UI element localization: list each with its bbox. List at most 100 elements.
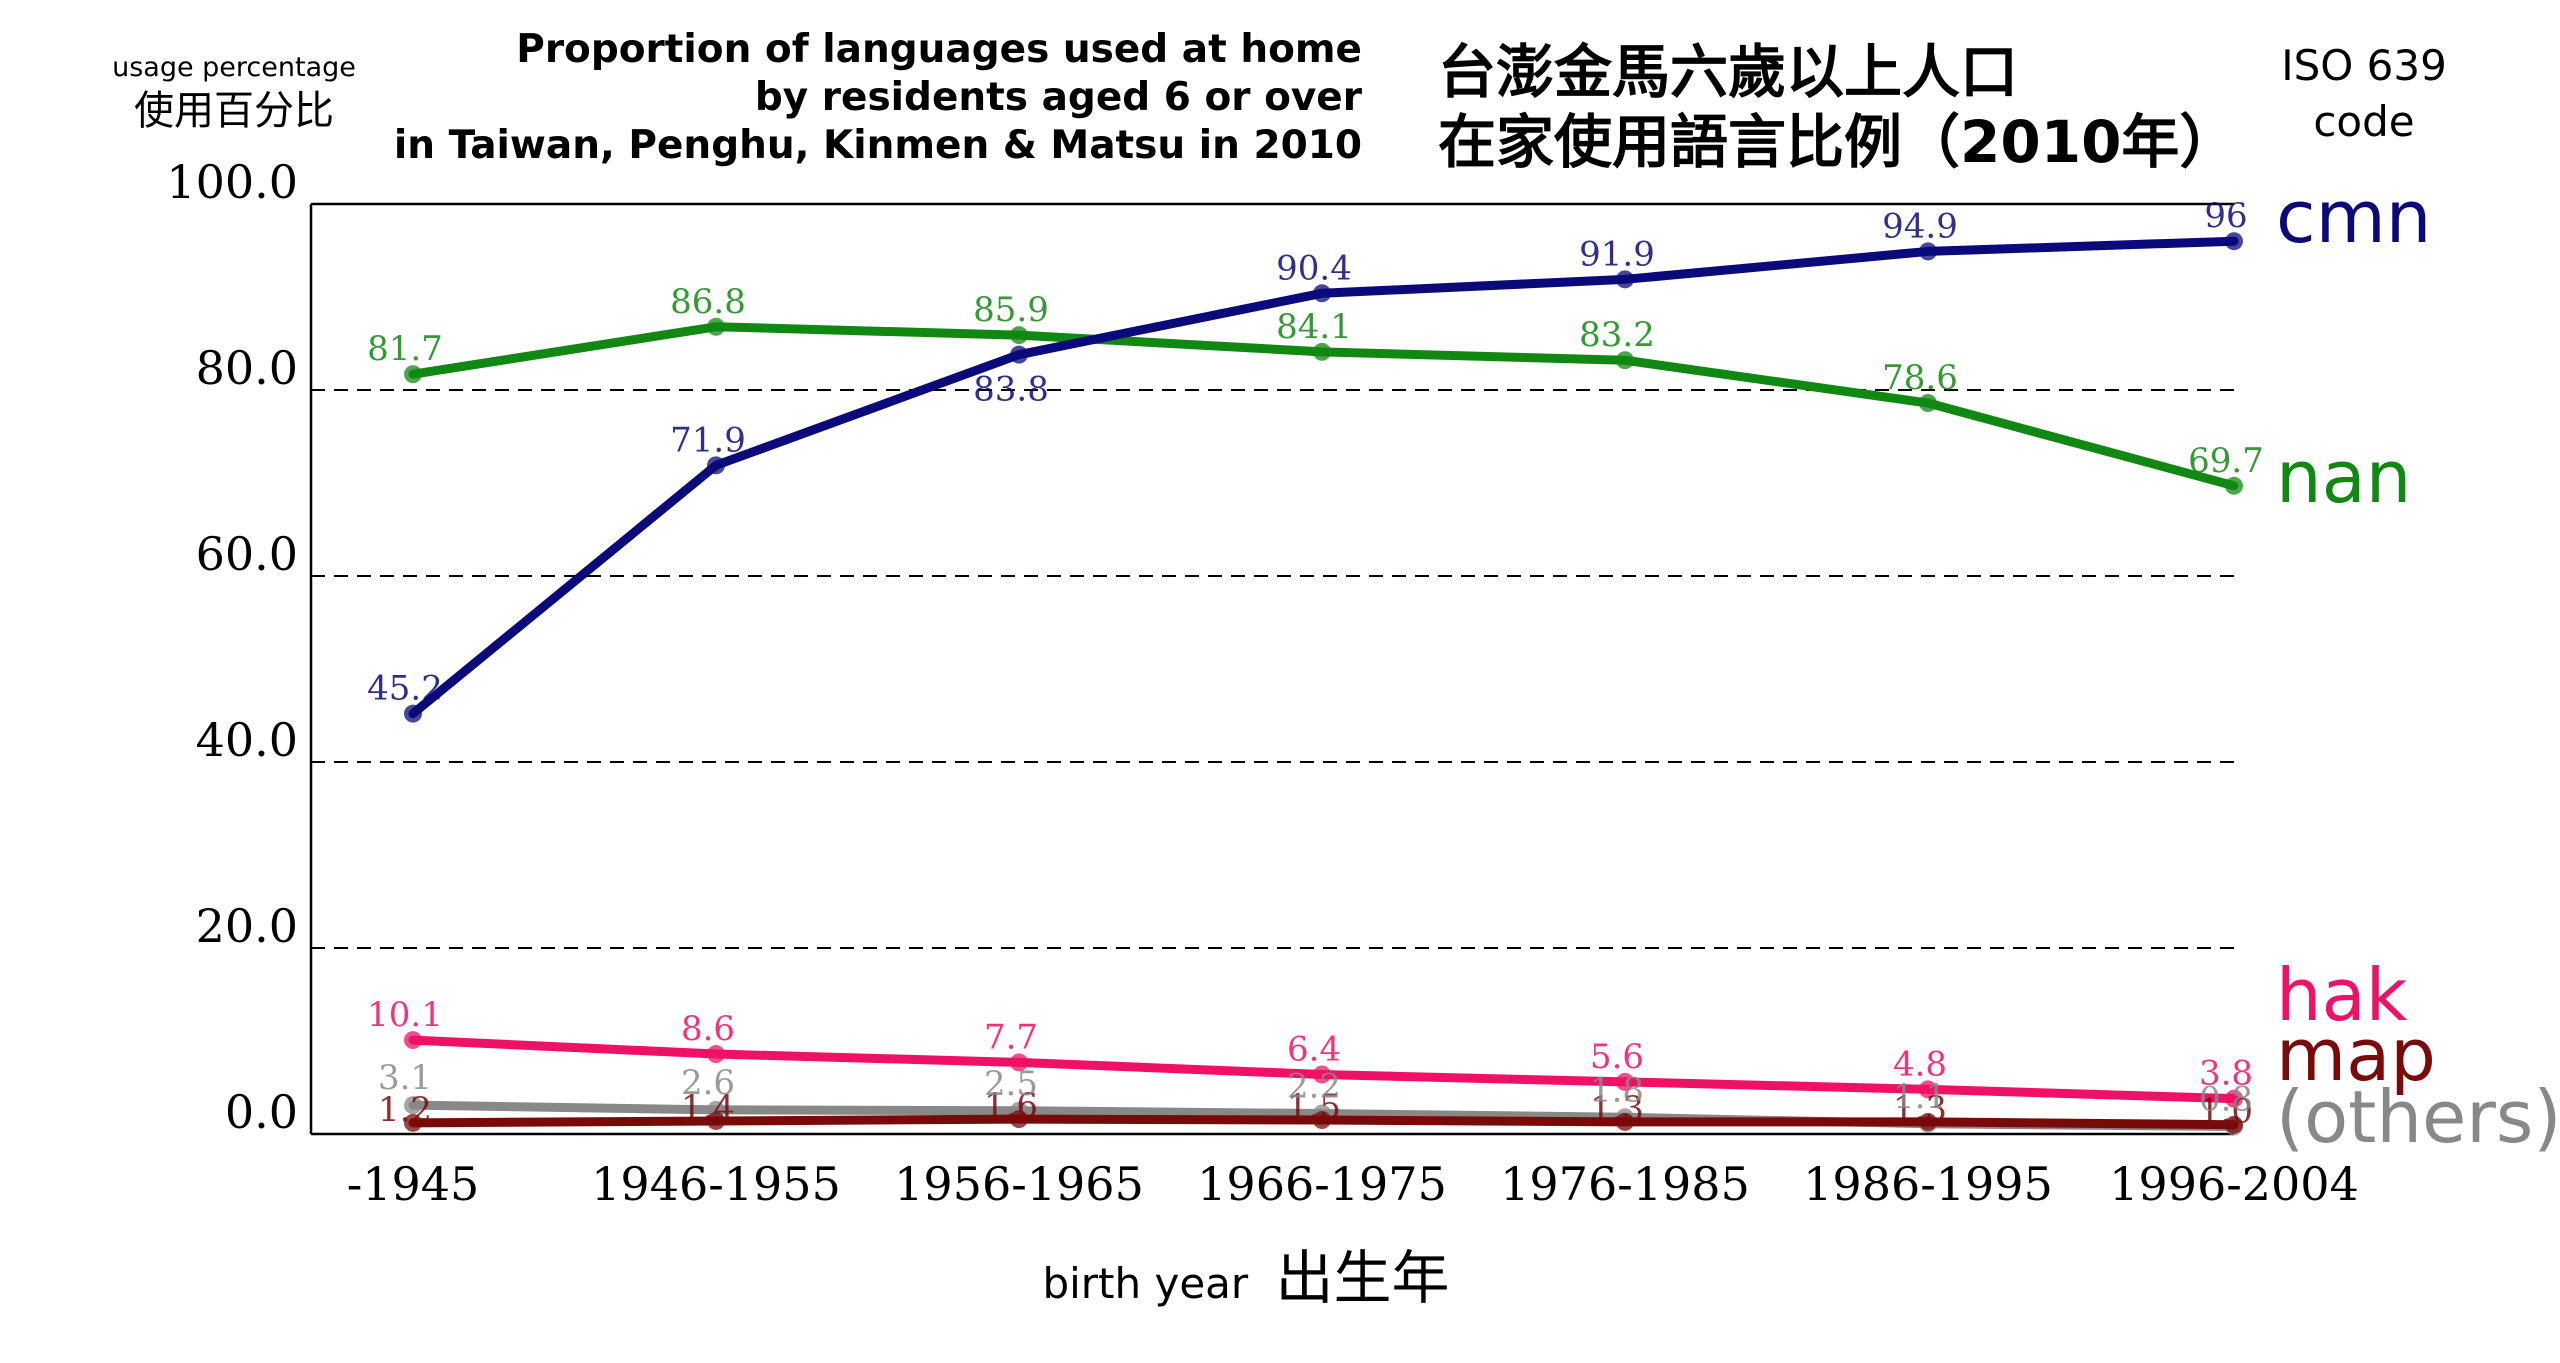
data-label-others: 1.8 xyxy=(1590,1070,1644,1110)
legend-entry-cmn: cmn xyxy=(2276,175,2431,259)
data-label-cmn: 96 xyxy=(2204,196,2247,236)
data-label-hak: 7.7 xyxy=(984,1017,1038,1057)
x-tick-label: 1966-1975 xyxy=(1197,1157,1447,1211)
data-label-hak: 3.8 xyxy=(2199,1054,2253,1094)
data-point-nan xyxy=(2225,476,2243,495)
data-label-map: 1.3 xyxy=(1893,1089,1947,1129)
title-zh-line-2: 在家使用語言比例（2010年） xyxy=(1438,108,2237,176)
x-tick-label: 1956-1965 xyxy=(894,1157,1144,1211)
data-point-hak xyxy=(404,1031,422,1050)
data-point-hak xyxy=(707,1045,725,1064)
data-point-map xyxy=(404,1113,422,1132)
legend-entry-nan: nan xyxy=(2276,435,2411,519)
data-label-others: 2.2 xyxy=(1287,1067,1341,1107)
data-point-hak xyxy=(2225,1089,2243,1108)
data-label-nan: 81.7 xyxy=(367,329,443,369)
data-label-others: 3.1 xyxy=(378,1058,432,1098)
x-tick-label: -1945 xyxy=(347,1157,480,1211)
y-tick-label: 0.0 xyxy=(225,1085,298,1139)
data-label-others: 0.8 xyxy=(2199,1080,2253,1120)
data-label-nan: 83.2 xyxy=(1579,315,1655,355)
data-point-cmn xyxy=(707,456,725,475)
y-tick-label: 60.0 xyxy=(196,527,298,581)
data-label-cmn: 91.9 xyxy=(1579,234,1655,274)
y-axis-label-en: usage percentage xyxy=(112,52,356,83)
data-label-hak: 5.6 xyxy=(1590,1037,1644,1077)
data-point-hak xyxy=(1010,1053,1028,1072)
legend-header-line-1: ISO 639 xyxy=(2281,41,2447,90)
y-tick-label: 20.0 xyxy=(196,899,298,953)
title-en-line-1: Proportion of languages used at home xyxy=(516,27,1362,72)
data-point-map xyxy=(1313,1111,1331,1130)
data-label-hak: 4.8 xyxy=(1893,1044,1947,1084)
data-label-nan: 84.1 xyxy=(1276,307,1352,347)
data-label-map: 1.0 xyxy=(2199,1092,2253,1132)
data-label-cmn: 94.9 xyxy=(1882,206,1958,246)
data-point-cmn xyxy=(1313,284,1331,303)
data-point-nan xyxy=(1616,351,1634,370)
data-point-cmn xyxy=(1616,270,1634,289)
data-label-hak: 10.1 xyxy=(367,995,443,1035)
data-point-cmn xyxy=(1919,242,1937,261)
data-label-others: 2.6 xyxy=(681,1063,735,1103)
x-tick-label: 1986-1995 xyxy=(1803,1157,2053,1211)
y-tick-labels: 0.0 20.0 40.0 60.0 80.0 100.0 xyxy=(166,155,298,1139)
x-tick-label: 1976-1985 xyxy=(1500,1157,1750,1211)
x-axis-label-en: birth year xyxy=(1042,1259,1248,1308)
grid-lines xyxy=(311,389,2234,949)
data-label-others: 2.5 xyxy=(984,1064,1038,1104)
data-point-hak xyxy=(1919,1080,1937,1099)
data-labels: 45.2 71.9 83.8 90.4 91.9 94.9 96 81.7 86.8 85.9 84… xyxy=(367,196,2264,1131)
data-label-map: 1.2 xyxy=(378,1090,432,1130)
data-label-hak: 8.6 xyxy=(681,1009,735,1049)
data-point-map xyxy=(1010,1110,1028,1129)
data-label-nan: 78.6 xyxy=(1882,358,1958,398)
data-label-map: 1.4 xyxy=(681,1088,735,1128)
x-axis-label: birth year 出生年 xyxy=(1042,1244,1449,1312)
x-tick-label: 1946-1955 xyxy=(591,1157,841,1211)
data-point-nan xyxy=(707,317,725,336)
data-point-nan xyxy=(404,365,422,384)
x-tick-label: 1996-2004 xyxy=(2109,1157,2359,1211)
data-point-nan xyxy=(1919,394,1937,413)
axes xyxy=(309,202,2234,1136)
data-label-cmn: 71.9 xyxy=(670,420,746,460)
data-point-map xyxy=(1616,1112,1634,1131)
title-en-line-3: in Taiwan, Penghu, Kinmen & Matsu in 201… xyxy=(394,123,1362,168)
data-point-cmn xyxy=(404,704,422,723)
title-chinese: 台澎金馬六歲以上人口 在家使用語言比例（2010年） xyxy=(1438,38,2237,176)
y-tick-label: 40.0 xyxy=(196,713,298,767)
data-label-cmn: 45.2 xyxy=(367,669,443,709)
data-label-nan: 85.9 xyxy=(973,290,1049,330)
legend-entry-others: (others) xyxy=(2276,1075,2560,1159)
title-english: Proportion of languages used at home by … xyxy=(394,27,1363,168)
data-point-nan xyxy=(1313,342,1331,361)
series-group xyxy=(404,232,2243,1136)
y-axis-label-zh: 使用百分比 xyxy=(134,88,334,134)
data-point-nan xyxy=(1010,326,1028,345)
legend-entry-hak: hak xyxy=(2276,953,2408,1037)
data-point-others xyxy=(404,1096,422,1115)
data-point-map xyxy=(707,1111,725,1130)
data-point-hak xyxy=(1313,1065,1331,1084)
data-point-cmn xyxy=(2225,232,2243,251)
data-label-nan: 69.7 xyxy=(2188,441,2264,481)
data-point-cmn xyxy=(1010,345,1028,364)
y-tick-label: 80.0 xyxy=(196,341,298,395)
x-axis-label-zh: 出生年 xyxy=(1276,1244,1450,1312)
data-label-map: 1.5 xyxy=(1287,1087,1341,1127)
data-label-nan: 86.8 xyxy=(670,282,746,322)
legend-entry-map: map xyxy=(2276,1013,2436,1097)
legend-header-line-2: code xyxy=(2313,97,2414,146)
data-point-map xyxy=(2225,1115,2243,1134)
data-label-map: 1.3 xyxy=(1590,1089,1644,1129)
data-label-hak: 6.4 xyxy=(1287,1029,1341,1069)
data-label-others: 1.1 xyxy=(1893,1077,1947,1117)
title-zh-line-1: 台澎金馬六歲以上人口 xyxy=(1438,38,2018,106)
data-point-map xyxy=(1919,1112,1937,1131)
data-point-hak xyxy=(1616,1072,1634,1091)
data-label-cmn: 90.4 xyxy=(1276,248,1352,288)
y-tick-label: 100.0 xyxy=(166,155,298,209)
x-tick-labels: -1945 1946-1955 1956-1965 1966-1975 1976-198… xyxy=(347,1157,2359,1211)
